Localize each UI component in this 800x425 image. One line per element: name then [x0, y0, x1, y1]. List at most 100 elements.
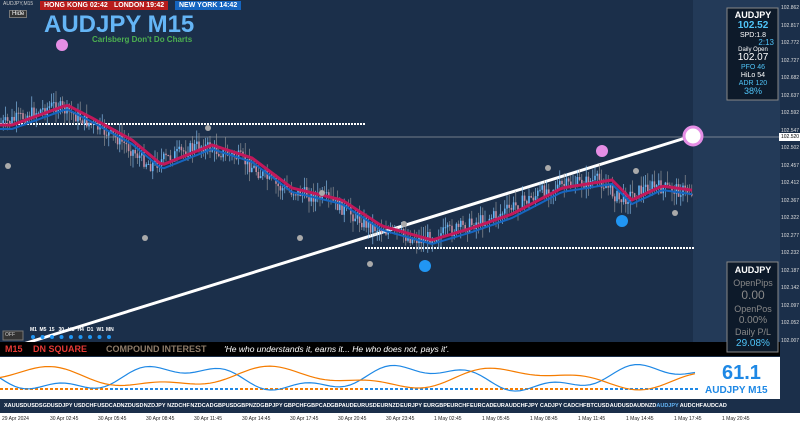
signal-dot: [580, 388, 583, 390]
candle: [376, 230, 378, 232]
pivot-low: [419, 260, 431, 272]
symbol-button[interactable]: EURNZD: [376, 403, 400, 409]
timeframe-button[interactable]: MN: [106, 327, 114, 333]
symbol-button[interactable]: BTCUSD: [586, 403, 610, 409]
symbol-button[interactable]: EURCHF: [446, 403, 470, 409]
timeframe-button[interactable]: H4: [77, 327, 84, 333]
candle: [178, 146, 180, 149]
symbol-button[interactable]: CADJPY: [539, 403, 563, 409]
symbol-button[interactable]: AUDNZD: [633, 403, 657, 409]
signal-dot: [35, 388, 38, 390]
signal-dot: [230, 388, 233, 390]
info-price: 102.52: [737, 20, 769, 31]
symbol-button[interactable]: XAUUSD: [4, 403, 28, 409]
timeframe-button[interactable]: H1: [68, 327, 75, 333]
candle: [248, 158, 251, 173]
trend-line: [19, 133, 696, 347]
candle: [119, 134, 121, 145]
info-spread: SPD:1.8: [739, 32, 767, 39]
candle: [325, 192, 328, 194]
symbol-button[interactable]: AUDCAD: [703, 403, 727, 409]
signal-dot: [470, 388, 473, 390]
timeframe-button[interactable]: W1: [96, 327, 105, 333]
timeframe-button[interactable]: M1: [30, 327, 37, 333]
symbol-button[interactable]: GBPUSD: [213, 403, 238, 409]
candle: [13, 116, 15, 121]
candle: [136, 153, 139, 159]
candle: [565, 178, 568, 186]
symbol-button[interactable]: CHFJPY: [516, 403, 539, 409]
signal-dot: [655, 388, 658, 390]
signal-dot: [15, 388, 18, 390]
candle: [378, 229, 381, 231]
candle: [517, 205, 519, 211]
symbol-button[interactable]: EURCAD: [470, 403, 494, 409]
candle: [343, 205, 345, 215]
symbol-button[interactable]: GBPJPY: [260, 403, 283, 409]
candle: [548, 189, 550, 196]
symbol-button[interactable]: USDCHF: [73, 403, 97, 409]
signal-dot: [540, 388, 543, 390]
candle: [211, 150, 213, 152]
symbol-button[interactable]: GBPNZD: [237, 403, 261, 409]
symbol-button[interactable]: CADCHF: [563, 403, 587, 409]
timeframe-button[interactable]: 30: [58, 327, 65, 333]
candle: [22, 113, 24, 120]
symbol-button[interactable]: EURGBP: [423, 403, 447, 409]
symbol-button[interactable]: GBPAUD: [330, 403, 354, 409]
candle: [198, 141, 200, 150]
timeframe-dot: [97, 335, 102, 339]
indicator-label: AUDJPY M15: [705, 385, 768, 396]
signal-dot: [335, 388, 338, 390]
timeframe-button[interactable]: M5: [39, 327, 47, 333]
candle: [156, 159, 158, 168]
symbol-button[interactable]: NZDCHF: [167, 403, 190, 409]
candle: [176, 148, 178, 152]
candle: [449, 224, 451, 226]
signal-dot: [305, 388, 308, 390]
candle: [218, 153, 220, 157]
symbol-button[interactable]: NZDJPY: [143, 403, 166, 409]
hide-button[interactable]: Hide: [9, 10, 28, 18]
candle: [253, 165, 255, 168]
signal-dot: [200, 388, 203, 390]
candle: [374, 224, 376, 232]
signal-dot: [635, 388, 638, 390]
symbol-button[interactable]: AUDCHF: [679, 403, 703, 409]
candle: [490, 217, 493, 219]
candle: [666, 182, 669, 185]
symbol-button[interactable]: EURAUD: [493, 403, 517, 409]
candle: [638, 185, 640, 199]
off-button[interactable]: [2, 330, 24, 341]
symbol-button[interactable]: GBPCAD: [306, 403, 331, 409]
signal-dot: [680, 388, 683, 390]
signal-dot: [120, 388, 123, 390]
signal-dot: [165, 388, 168, 390]
symbol-button[interactable]: AUDJPY: [656, 403, 679, 409]
candle: [2, 120, 4, 125]
symbol-button[interactable]: EURUSD: [353, 403, 377, 409]
pivot-low: [616, 215, 628, 227]
timeframe-button[interactable]: 15: [49, 327, 55, 333]
timeframe-button[interactable]: D1: [87, 327, 94, 333]
off-label[interactable]: OFF: [5, 332, 15, 338]
symbol-button[interactable]: AUDUSD: [609, 403, 634, 409]
symbol-button[interactable]: NZDUSD: [120, 403, 144, 409]
price-label: 102.097: [781, 302, 800, 309]
clock: HONG KONG 02:42: [40, 1, 112, 10]
candle: [477, 222, 480, 226]
candle: [187, 156, 189, 158]
candle: [33, 107, 35, 119]
symbol-button[interactable]: NZDCAD: [190, 403, 214, 409]
symbol-button[interactable]: USDSGD: [27, 403, 51, 409]
symbol-button[interactable]: GBPCHF: [283, 403, 307, 409]
symbol-button[interactable]: EURJPY: [400, 403, 423, 409]
signal-dot: [190, 388, 193, 390]
signal-dot: [245, 388, 248, 390]
candle: [545, 189, 548, 198]
candle: [479, 215, 482, 226]
signal-dot: [70, 388, 73, 390]
symbol-button[interactable]: USDJPY: [50, 403, 73, 409]
candle: [400, 229, 403, 231]
symbol-button[interactable]: USDCAD: [97, 403, 121, 409]
